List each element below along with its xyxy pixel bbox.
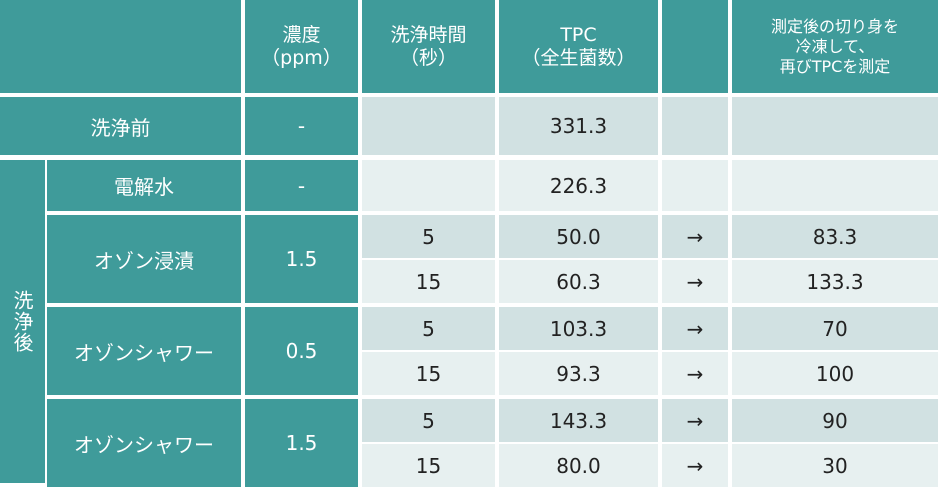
cell-text: → — [686, 224, 704, 249]
cell-text: - — [297, 173, 306, 198]
header-cell — [662, 0, 728, 93]
arrow: → — [662, 260, 728, 303]
row-label: 洗浄前 — [0, 97, 241, 155]
header-cell: 濃度 （ppm） — [245, 0, 358, 93]
arrow — [662, 97, 728, 155]
time: 5 — [362, 215, 495, 258]
tpc: 331.3 — [499, 97, 658, 155]
time — [362, 97, 495, 155]
cell-text: オゾンシャワー — [74, 432, 214, 457]
cell-text: 5 — [422, 224, 435, 249]
tpc: 226.3 — [499, 160, 658, 211]
arrow: → — [662, 215, 728, 258]
cell-text: TPC — [560, 23, 597, 46]
time — [362, 160, 495, 211]
cell-text: 0.5 — [285, 339, 318, 363]
cell-text: 93.3 — [556, 361, 601, 386]
cell-text: 15 — [415, 269, 442, 294]
cell-text: → — [686, 453, 704, 478]
cell-text: 15 — [415, 453, 442, 478]
cell-text: （全生菌数） — [521, 46, 636, 69]
cell-text: 洗浄時間 — [390, 23, 467, 46]
frozen: 100 — [732, 352, 938, 395]
cell-text: 測定後の切り身を — [770, 16, 899, 36]
tpc: 80.0 — [499, 444, 658, 487]
cell-text: 濃度 — [282, 23, 321, 46]
concentration: - — [245, 160, 358, 211]
header-cell: 測定後の切り身を 冷凍して、 再びTPCを測定 — [732, 0, 938, 93]
cell-text: - — [297, 114, 306, 138]
arrow: → — [662, 399, 728, 442]
arrow — [662, 160, 728, 211]
cell-text: 90 — [822, 408, 848, 433]
tpc: 103.3 — [499, 307, 658, 350]
cell-text: 15 — [415, 361, 442, 386]
cell-text: 洗浄前 — [90, 115, 151, 140]
cell-text: → — [686, 408, 704, 433]
cell-text: → — [686, 269, 704, 294]
cell-text: 133.3 — [806, 269, 864, 294]
method-label: オゾンシャワー — [47, 307, 241, 395]
cell-text: → — [686, 316, 704, 341]
frozen: 70 — [732, 307, 938, 350]
cell-text: 5 — [422, 408, 435, 433]
cell-text: 226.3 — [549, 173, 608, 198]
time: 5 — [362, 307, 495, 350]
frozen: 90 — [732, 399, 938, 442]
method-label: 電解水 — [47, 160, 241, 211]
cell-text: → — [686, 361, 704, 386]
cell-text: オゾン浸漬 — [94, 248, 194, 273]
method-label: オゾンシャワー — [47, 399, 241, 487]
arrow: → — [662, 352, 728, 395]
cell-text: 再びTPCを測定 — [779, 56, 891, 76]
frozen — [732, 160, 938, 211]
time: 5 — [362, 399, 495, 442]
tpc: 50.0 — [499, 215, 658, 258]
cell-text: 80.0 — [556, 453, 601, 478]
header-cell: TPC （全生菌数） — [499, 0, 658, 93]
cell-text: 331.3 — [549, 114, 608, 138]
cell-text: オゾンシャワー — [74, 340, 214, 365]
cell-text: 50.0 — [556, 224, 601, 249]
tpc: 143.3 — [499, 399, 658, 442]
concentration: 1.5 — [245, 215, 358, 303]
group-label: 洗浄後 — [0, 160, 45, 483]
cell-text: 1.5 — [285, 247, 318, 271]
cell-text: 冷凍して、 — [795, 36, 875, 56]
method-label: オゾン浸漬 — [47, 215, 241, 303]
cell-text: （ppm） — [261, 46, 342, 69]
cell-text: 5 — [422, 316, 435, 341]
cell-text: 103.3 — [549, 316, 608, 341]
frozen: 83.3 — [732, 215, 938, 258]
time: 15 — [362, 260, 495, 303]
arrow: → — [662, 444, 728, 487]
concentration: 0.5 — [245, 307, 358, 395]
time: 15 — [362, 444, 495, 487]
tpc: 60.3 — [499, 260, 658, 303]
cell-text: 83.3 — [812, 224, 858, 249]
cell-text: 電解水 — [114, 175, 174, 199]
cell-text: 1.5 — [285, 431, 318, 455]
cell-text: 100 — [815, 361, 855, 386]
cell-text: 143.3 — [549, 408, 608, 433]
concentration: - — [245, 97, 358, 155]
cell-text: 30 — [822, 453, 848, 478]
tpc: 93.3 — [499, 352, 658, 395]
arrow: → — [662, 307, 728, 350]
cell-text: （秒） — [399, 46, 457, 69]
header-cell — [0, 0, 241, 93]
frozen — [732, 97, 938, 155]
time: 15 — [362, 352, 495, 395]
cell-text: 60.3 — [556, 269, 601, 294]
frozen: 133.3 — [732, 260, 938, 303]
cell-text: 70 — [822, 316, 848, 341]
cell-text: 洗浄後 — [10, 290, 34, 353]
concentration: 1.5 — [245, 399, 358, 487]
header-cell: 洗浄時間 （秒） — [362, 0, 495, 93]
frozen: 30 — [732, 444, 938, 487]
